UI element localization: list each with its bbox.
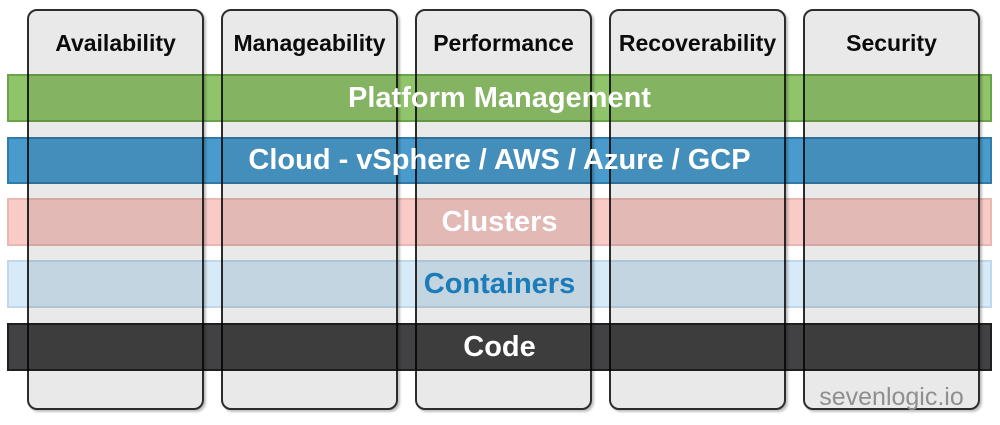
layer-containers-label: Containers xyxy=(423,267,576,300)
column-manageability-label: Manageability xyxy=(233,30,386,56)
layer-code: Code xyxy=(7,323,992,371)
layer-clusters-bar xyxy=(7,198,992,246)
layer-containers-bar xyxy=(7,260,992,308)
column-recoverability-label: Recoverability xyxy=(618,30,777,56)
layer-platform-management-label: Platform Management xyxy=(348,81,651,114)
layer-cloud-label: Cloud - vSphere / AWS / Azure / GCP xyxy=(248,144,751,176)
layer-code-bar xyxy=(7,323,992,371)
layer-containers: Containers xyxy=(7,260,992,308)
column-performance-label: Performance xyxy=(433,30,574,56)
column-security-label: Security xyxy=(846,30,937,56)
layer-clusters-label: Clusters xyxy=(441,205,558,238)
watermark-sevenlogic: sevenlogic.io xyxy=(819,383,964,411)
column-availability-label: Availability xyxy=(55,30,176,56)
layer-platform-management: Platform Management xyxy=(7,74,992,122)
layer-code-label: Code xyxy=(463,330,536,363)
layer-clusters: Clusters xyxy=(7,198,992,246)
layer-cloud: Cloud - vSphere / AWS / Azure / GCP xyxy=(7,137,992,184)
layer-platform-management-bar xyxy=(7,74,992,122)
layer-cloud-bar xyxy=(7,137,992,184)
